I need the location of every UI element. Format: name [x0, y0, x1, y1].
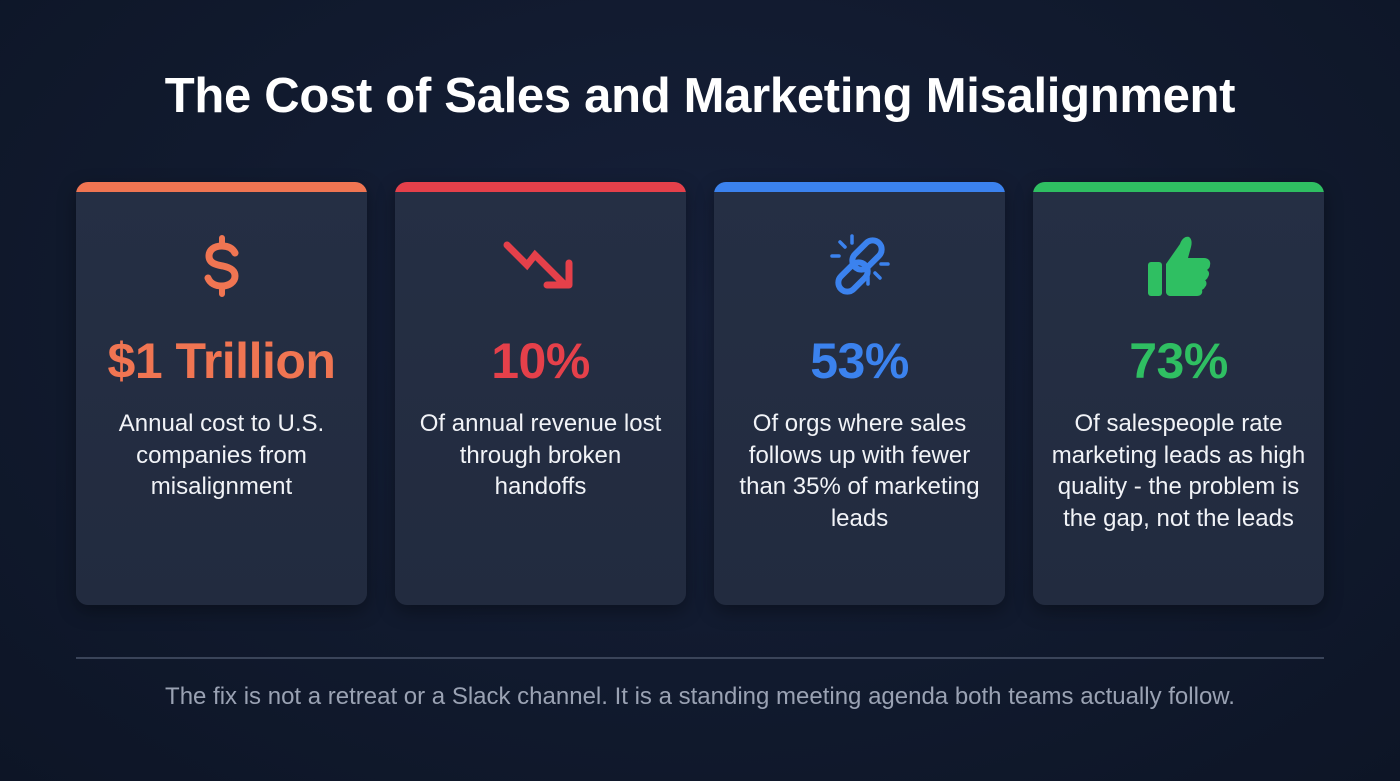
stat-card-cost: $1 Trillion Annual cost to U.S. companie…: [76, 182, 367, 605]
stat-value: 73%: [1129, 333, 1228, 389]
stat-description: Of salespeople rate marketing leads as h…: [1051, 410, 1306, 532]
broken-link-icon: [714, 234, 1005, 298]
stat-description: Of annual revenue lost through broken ha…: [419, 410, 662, 500]
accent-bar: [395, 182, 686, 192]
stat-description: Annual cost to U.S. companies from misal…: [118, 410, 325, 500]
thumbs-up-icon: [1033, 234, 1324, 298]
stat-card-lead-quality: 73% Of salespeople rate marketing leads …: [1033, 182, 1324, 605]
accent-bar: [76, 182, 367, 192]
accent-bar: [1033, 182, 1324, 192]
stat-card-revenue-lost: 10% Of annual revenue lost through broke…: [395, 182, 686, 605]
stat-value: 10%: [491, 333, 590, 389]
stat-cards: $1 Trillion Annual cost to U.S. companie…: [76, 182, 1324, 605]
divider: [76, 657, 1324, 659]
dollar-sign-icon: [76, 234, 367, 298]
stat-value: 53%: [810, 333, 909, 389]
stat-value: $1 Trillion: [107, 333, 336, 389]
trend-down-icon: [395, 234, 686, 298]
footer-note: The fix is not a retreat or a Slack chan…: [165, 683, 1235, 710]
accent-bar: [714, 182, 1005, 192]
page-title: The Cost of Sales and Marketing Misalign…: [164, 69, 1236, 123]
stat-description: Of orgs where sales follows up with fewe…: [739, 410, 980, 532]
stat-card-follow-up: 53% Of orgs where sales follows up with …: [714, 182, 1005, 605]
